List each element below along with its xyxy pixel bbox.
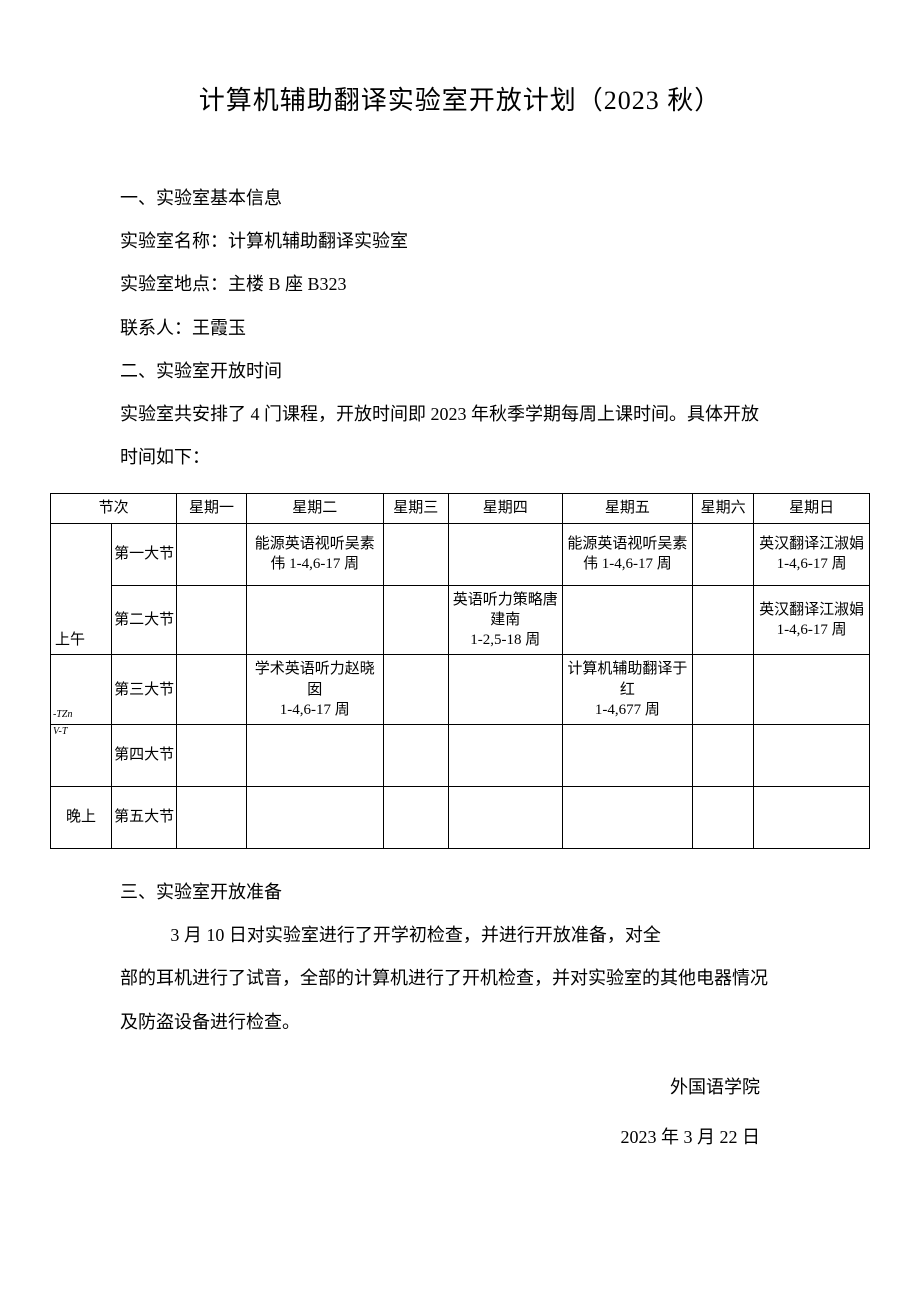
- cell-p3-fri: 计算机辅助翻译于红1-4,677 周: [562, 655, 693, 725]
- col-wed: 星期三: [383, 494, 448, 523]
- col-mon: 星期一: [177, 494, 246, 523]
- table-row: V-T 第四大节: [51, 725, 870, 787]
- cell-p3-mon: [177, 655, 246, 725]
- cell-p4-wed: [383, 725, 448, 787]
- table-row: -TZn 第三大节 学术英语听力赵晓囡1-4,6-17 周 计算机辅助翻译于红1…: [51, 655, 870, 725]
- cell-p1-wed: [383, 523, 448, 585]
- table-row: 第二大节 英语听力策略唐建南1-2,5-18 周 英汉翻译江淑娟 1-4,6-1…: [51, 585, 870, 655]
- cell-p2-mon: [177, 585, 246, 655]
- col-fri: 星期五: [562, 494, 693, 523]
- cell-p5-sat: [693, 787, 754, 849]
- cell-p2-fri: [562, 585, 693, 655]
- section3-line2: 部的耳机进行了试音，全部的计算机进行了开机检查，并对实验室的其他电器情况: [120, 957, 800, 1000]
- cell-p3-wed: [383, 655, 448, 725]
- section3-line1: 3 月 10 日对实验室进行了开学初检查，并进行开放准备，对全: [120, 914, 800, 957]
- lab-name-line: 实验室名称：计算机辅助翻译实验室: [120, 220, 800, 263]
- cell-p4-sun: [754, 725, 870, 787]
- cell-p5-tue: [246, 787, 383, 849]
- cell-p4-thu: [448, 725, 562, 787]
- section2-heading: 二、实验室开放时间: [120, 350, 800, 393]
- cell-p2-wed: [383, 585, 448, 655]
- cell-p3-sat: [693, 655, 754, 725]
- section-3: 三、实验室开放准备 3 月 10 日对实验室进行了开学初检查，并进行开放准备，对…: [50, 871, 870, 1044]
- lab-location-line: 实验室地点：主楼 B 座 B323: [120, 263, 800, 306]
- cell-p3-thu: [448, 655, 562, 725]
- am-label: 上午: [55, 630, 85, 650]
- cell-p4-sat: [693, 725, 754, 787]
- cell-p2-sat: [693, 585, 754, 655]
- timeofday-am: 上午: [51, 523, 112, 655]
- col-tue: 星期二: [246, 494, 383, 523]
- cell-p4-tue: [246, 725, 383, 787]
- page-title: 计算机辅助翻译实验室开放计划（2023 秋）: [50, 80, 870, 117]
- timeofday-pm-b: V-T: [51, 725, 112, 787]
- period-2: 第二大节: [112, 585, 177, 655]
- cell-p4-fri: [562, 725, 693, 787]
- cell-p3-tue: 学术英语听力赵晓囡1-4,6-17 周: [246, 655, 383, 725]
- schedule-table: 节次 星期一 星期二 星期三 星期四 星期五 星期六 星期日 上午 第一大节 能…: [50, 493, 870, 849]
- cell-p5-sun: [754, 787, 870, 849]
- cell-p1-mon: [177, 523, 246, 585]
- cell-p1-thu: [448, 523, 562, 585]
- period-4: 第四大节: [112, 725, 177, 787]
- signature-org: 外国语学院: [50, 1062, 760, 1112]
- cell-p4-mon: [177, 725, 246, 787]
- cell-p1-sun: 英汉翻译江淑娟 1-4,6-17 周: [754, 523, 870, 585]
- pm-sub-b: V-T: [53, 727, 113, 737]
- cell-p1-tue: 能源英语视听吴素伟 1-4,6-17 周: [246, 523, 383, 585]
- lab-contact-line: 联系人：王霞玉: [120, 307, 800, 350]
- section2-intro-2: 时间如下：: [120, 436, 800, 479]
- pm-sub-a: -TZn: [53, 710, 113, 720]
- timeofday-eve: 晚上: [51, 787, 112, 849]
- table-header-row: 节次 星期一 星期二 星期三 星期四 星期五 星期六 星期日: [51, 494, 870, 523]
- period-1: 第一大节: [112, 523, 177, 585]
- cell-p2-thu: 英语听力策略唐建南1-2,5-18 周: [448, 585, 562, 655]
- signature-block: 外国语学院 2023 年 3 月 22 日: [50, 1062, 870, 1163]
- col-period: 节次: [51, 494, 177, 523]
- period-5: 第五大节: [112, 787, 177, 849]
- period-3: 第三大节: [112, 655, 177, 725]
- col-thu: 星期四: [448, 494, 562, 523]
- table-row: 上午 第一大节 能源英语视听吴素伟 1-4,6-17 周 能源英语视听吴素伟 1…: [51, 523, 870, 585]
- cell-p5-wed: [383, 787, 448, 849]
- col-sat: 星期六: [693, 494, 754, 523]
- section3-heading: 三、实验室开放准备: [120, 871, 800, 914]
- cell-p2-sun: 英汉翻译江淑娟 1-4,6-17 周: [754, 585, 870, 655]
- section2-intro-1: 实验室共安排了 4 门课程，开放时间即 2023 年秋季学期每周上课时间。具体开…: [120, 393, 800, 436]
- section-1: 一、实验室基本信息 实验室名称：计算机辅助翻译实验室 实验室地点：主楼 B 座 …: [50, 177, 870, 479]
- cell-p2-tue: [246, 585, 383, 655]
- table-row: 晚上 第五大节: [51, 787, 870, 849]
- signature-date: 2023 年 3 月 22 日: [50, 1112, 760, 1162]
- cell-p5-mon: [177, 787, 246, 849]
- timeofday-pm-a: -TZn: [51, 655, 112, 725]
- section1-heading: 一、实验室基本信息: [120, 177, 800, 220]
- cell-p3-sun: [754, 655, 870, 725]
- cell-p5-fri: [562, 787, 693, 849]
- col-sun: 星期日: [754, 494, 870, 523]
- cell-p1-fri: 能源英语视听吴素伟 1-4,6-17 周: [562, 523, 693, 585]
- cell-p1-sat: [693, 523, 754, 585]
- cell-p5-thu: [448, 787, 562, 849]
- section3-line3: 及防盗设备进行检查。: [120, 1001, 800, 1044]
